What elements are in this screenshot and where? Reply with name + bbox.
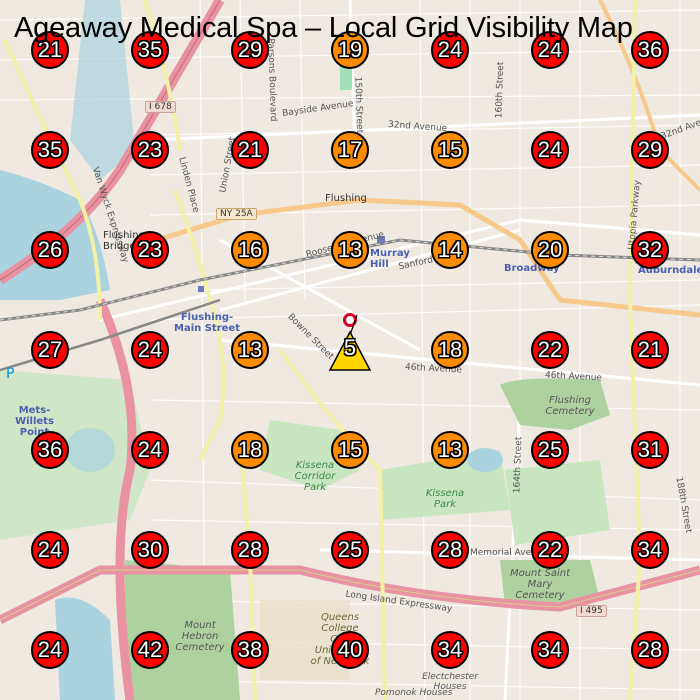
label-memorial-avenue: Memorial Avenue [470, 548, 549, 558]
grid-rank-marker[interactable]: 24 [531, 31, 569, 69]
grid-rank-marker[interactable]: 24 [131, 431, 169, 469]
label-flushing-main-street-station: Flushing-Main Street [174, 312, 240, 334]
label-164th-street: 164th Street [512, 436, 525, 494]
grid-rank-marker[interactable]: 42 [131, 631, 169, 669]
grid-rank-marker[interactable]: 24 [31, 631, 69, 669]
label-mets-willets-point-station: Mets-Willets Point [15, 405, 54, 438]
map-title: Ageaway Medical Spa – Local Grid Visibil… [14, 12, 633, 44]
label-flushing-bridge: Flushing Bridge [103, 230, 145, 252]
grid-rank-marker[interactable]: 19 [331, 31, 369, 69]
grid-rank-marker[interactable]: 40 [331, 631, 369, 669]
label-150th-street: 150th Street [352, 76, 365, 134]
grid-rank-marker[interactable]: 36 [631, 31, 669, 69]
grid-rank-marker[interactable]: 13 [231, 331, 269, 369]
parking-icon: P [6, 366, 15, 382]
grid-rank-marker[interactable]: 21 [31, 31, 69, 69]
grid-rank-marker[interactable]: 34 [531, 631, 569, 669]
grid-rank-marker[interactable]: 31 [631, 431, 669, 469]
grid-rank-marker[interactable]: 27 [31, 331, 69, 369]
grid-rank-marker[interactable]: 23 [131, 231, 169, 269]
label-auburndale: Auburndale [638, 265, 700, 276]
grid-rank-marker[interactable]: 30 [131, 531, 169, 569]
grid-rank-marker[interactable]: 24 [431, 31, 469, 69]
grid-rank-marker[interactable]: 32 [631, 231, 669, 269]
grid-rank-marker[interactable]: 22 [531, 331, 569, 369]
highway-shield-i495: I 495 [576, 605, 607, 617]
label-flushing-cemetery: Flushing Cemetery [545, 395, 595, 417]
label-kissena-park: Kissena Park [425, 488, 465, 510]
grid-rank-marker[interactable]: 24 [531, 131, 569, 169]
label-murray-hill: Murray Hill [370, 248, 410, 270]
grid-rank-marker[interactable]: 15 [331, 431, 369, 469]
grid-rank-marker[interactable]: 24 [131, 331, 169, 369]
grid-rank-marker[interactable]: 15 [431, 131, 469, 169]
grid-rank-marker[interactable]: 35 [131, 31, 169, 69]
grid-rank-marker[interactable]: 21 [231, 131, 269, 169]
label-mount-saint-mary-cemetery: Mount Saint Mary Cemetery [509, 568, 571, 601]
grid-rank-marker[interactable]: 20 [531, 231, 569, 269]
grid-rank-marker[interactable]: 35 [31, 131, 69, 169]
label-kissena-corridor-park: Kissena Corridor Park [294, 460, 336, 493]
grid-rank-marker[interactable]: 28 [631, 631, 669, 669]
grid-rank-marker[interactable]: 16 [231, 231, 269, 269]
highway-shield-ny25a: NY 25A [216, 208, 257, 220]
grid-rank-marker[interactable]: 38 [231, 631, 269, 669]
grid-rank-marker[interactable]: 24 [31, 531, 69, 569]
grid-rank-marker[interactable]: 29 [631, 131, 669, 169]
label-pomonok-houses: Pomonok Houses [375, 688, 453, 698]
business-location-marker[interactable] [325, 310, 375, 372]
grid-rank-marker[interactable]: 25 [531, 431, 569, 469]
grid-rank-marker[interactable]: 36 [31, 431, 69, 469]
center-triangle-icon [328, 330, 372, 371]
grid-rank-marker[interactable]: 13 [331, 231, 369, 269]
center-rank: 5 [343, 335, 357, 360]
label-flushing: Flushing [325, 193, 367, 204]
grid-rank-marker[interactable]: 13 [431, 431, 469, 469]
label-mount-hebron-cemetery: Mount Hebron Cemetery [175, 620, 225, 653]
grid-rank-marker[interactable]: 18 [431, 331, 469, 369]
grid-rank-marker[interactable]: 23 [131, 131, 169, 169]
grid-rank-marker[interactable]: 29 [231, 31, 269, 69]
label-broadway: Broadway [504, 263, 560, 274]
label-electchester-houses: Electchester Houses [422, 672, 478, 692]
grid-rank-marker[interactable]: 28 [231, 531, 269, 569]
grid-rank-marker[interactable]: 21 [631, 331, 669, 369]
grid-rank-marker[interactable]: 25 [331, 531, 369, 569]
grid-rank-marker[interactable]: 26 [31, 231, 69, 269]
grid-rank-marker[interactable]: 18 [231, 431, 269, 469]
grid-rank-marker[interactable]: 14 [431, 231, 469, 269]
grid-rank-marker[interactable]: 22 [531, 531, 569, 569]
label-160th-street: 160th Street [494, 61, 507, 119]
grid-rank-marker[interactable]: 28 [431, 531, 469, 569]
highway-shield-i678: I 678 [145, 101, 176, 113]
grid-rank-marker[interactable]: 34 [631, 531, 669, 569]
grid-rank-marker[interactable]: 17 [331, 131, 369, 169]
grid-rank-marker[interactable]: 34 [431, 631, 469, 669]
